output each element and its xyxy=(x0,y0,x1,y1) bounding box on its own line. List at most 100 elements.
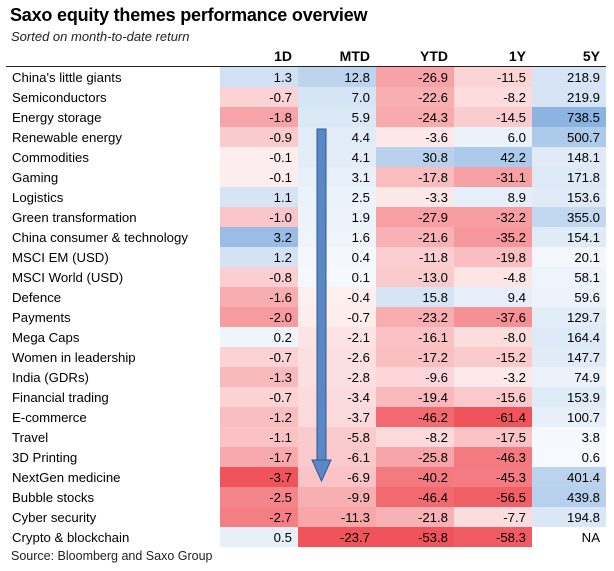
cell-mtd: -9.9 xyxy=(298,487,376,507)
theme-name: E-commerce xyxy=(6,407,220,427)
cell-5y: 100.7 xyxy=(532,407,606,427)
chart-subtitle: Sorted on month-to-date return xyxy=(11,29,190,44)
cell-1y: -11.5 xyxy=(454,66,532,87)
table-row: China's little giants 1.3 12.8 -26.9 -11.5 21… xyxy=(6,66,606,87)
cell-5y: 153.9 xyxy=(532,387,606,407)
theme-name: NextGen medicine xyxy=(6,467,220,487)
cell-1d: -2.5 xyxy=(220,487,298,507)
table-row: Energy storage -1.8 5.9 -24.3 -14.5 738.5 xyxy=(6,107,606,127)
cell-1d: -0.8 xyxy=(220,267,298,287)
cell-ytd: -46.4 xyxy=(376,487,454,507)
cell-5y: NA xyxy=(532,527,606,547)
cell-5y: 59.6 xyxy=(532,287,606,307)
cell-ytd: -17.8 xyxy=(376,167,454,187)
cell-1d: -0.7 xyxy=(220,87,298,107)
cell-ytd: -40.2 xyxy=(376,467,454,487)
cell-1y: -37.6 xyxy=(454,307,532,327)
cell-1y: -61.4 xyxy=(454,407,532,427)
cell-5y: 439.8 xyxy=(532,487,606,507)
cell-5y: 147.7 xyxy=(532,347,606,367)
table-row: Semiconductors -0.7 7.0 -22.6 -8.2 219.9 xyxy=(6,87,606,107)
theme-name: Cyber security xyxy=(6,507,220,527)
cell-1d: -0.7 xyxy=(220,387,298,407)
header-5y: 5Y xyxy=(532,46,606,67)
cell-5y: 738.5 xyxy=(532,107,606,127)
cell-ytd: -22.6 xyxy=(376,87,454,107)
header-mtd: MTD xyxy=(298,46,376,67)
header-1d: 1D xyxy=(220,46,298,67)
cell-5y: 58.1 xyxy=(532,267,606,287)
cell-1d: -2.0 xyxy=(220,307,298,327)
table-row: Women in leadership -0.7 -2.6 -17.2 -15.2 147… xyxy=(6,347,606,367)
performance-table: 1D MTD YTD 1Y 5Y China's little giants 1.… xyxy=(6,46,606,547)
cell-ytd: 30.8 xyxy=(376,147,454,167)
cell-1y: -45.3 xyxy=(454,467,532,487)
cell-ytd: -8.2 xyxy=(376,427,454,447)
cell-1y: -46.3 xyxy=(454,447,532,467)
cell-mtd: -11.3 xyxy=(298,507,376,527)
cell-1d: -1.1 xyxy=(220,427,298,447)
theme-name: India (GDRs) xyxy=(6,367,220,387)
cell-ytd: -26.9 xyxy=(376,66,454,87)
theme-name: Semiconductors xyxy=(6,87,220,107)
cell-ytd: -16.1 xyxy=(376,327,454,347)
cell-5y: 3.8 xyxy=(532,427,606,447)
cell-1d: -1.7 xyxy=(220,447,298,467)
cell-ytd: -21.6 xyxy=(376,227,454,247)
cell-1d: 3.2 xyxy=(220,227,298,247)
cell-1y: 9.4 xyxy=(454,287,532,307)
header-ytd: YTD xyxy=(376,46,454,67)
cell-5y: 154.1 xyxy=(532,227,606,247)
cell-ytd: -27.9 xyxy=(376,207,454,227)
cell-1y: -32.2 xyxy=(454,207,532,227)
cell-ytd: -24.3 xyxy=(376,107,454,127)
cell-1y: -17.5 xyxy=(454,427,532,447)
theme-name: MSCI World (USD) xyxy=(6,267,220,287)
table-row: Financial trading -0.7 -3.4 -19.4 -15.6 153.9 xyxy=(6,387,606,407)
cell-1y: -4.8 xyxy=(454,267,532,287)
cell-5y: 74.9 xyxy=(532,367,606,387)
cell-ytd: -23.2 xyxy=(376,307,454,327)
cell-5y: 401.4 xyxy=(532,467,606,487)
theme-name: Financial trading xyxy=(6,387,220,407)
cell-mtd: 7.0 xyxy=(298,87,376,107)
cell-ytd: -11.8 xyxy=(376,247,454,267)
table-row: Bubble stocks -2.5 -9.9 -46.4 -56.5 439.8 xyxy=(6,487,606,507)
cell-1d: -1.3 xyxy=(220,367,298,387)
cell-1d: 1.3 xyxy=(220,66,298,87)
table-row: Green transformation -1.0 1.9 -27.9 -32.2 355… xyxy=(6,207,606,227)
cell-1y: -56.5 xyxy=(454,487,532,507)
cell-1d: -0.1 xyxy=(220,167,298,187)
cell-ytd: -46.2 xyxy=(376,407,454,427)
table-row: India (GDRs) -1.3 -2.8 -9.6 -3.2 74.9 xyxy=(6,367,606,387)
cell-ytd: -25.8 xyxy=(376,447,454,467)
header-theme xyxy=(6,46,220,67)
cell-ytd: -3.3 xyxy=(376,187,454,207)
cell-1y: -7.7 xyxy=(454,507,532,527)
cell-1y: -3.2 xyxy=(454,367,532,387)
cell-5y: 171.8 xyxy=(532,167,606,187)
cell-1y: -35.2 xyxy=(454,227,532,247)
theme-name: 3D Printing xyxy=(6,447,220,467)
table-row: China consumer & technology 3.2 1.6 -21.6 -3… xyxy=(6,227,606,247)
cell-ytd: -21.8 xyxy=(376,507,454,527)
cell-ytd: -3.6 xyxy=(376,127,454,147)
table-row: Crypto & blockchain 0.5 -23.7 -53.8 -58.3 NA xyxy=(6,527,606,547)
theme-name: Green transformation xyxy=(6,207,220,227)
cell-1d: 0.2 xyxy=(220,327,298,347)
cell-1y: -14.5 xyxy=(454,107,532,127)
cell-1y: -15.6 xyxy=(454,387,532,407)
theme-name: Mega Caps xyxy=(6,327,220,347)
cell-ytd: -17.2 xyxy=(376,347,454,367)
cell-5y: 500.7 xyxy=(532,127,606,147)
cell-ytd: -19.4 xyxy=(376,387,454,407)
theme-name: Payments xyxy=(6,307,220,327)
cell-1y: 42.2 xyxy=(454,147,532,167)
table-body: China's little giants 1.3 12.8 -26.9 -11.5 21… xyxy=(6,66,606,547)
cell-1d: -1.6 xyxy=(220,287,298,307)
cell-1y: -8.2 xyxy=(454,87,532,107)
cell-1d: 1.1 xyxy=(220,187,298,207)
cell-1d: -1.2 xyxy=(220,407,298,427)
cell-1d: -1.8 xyxy=(220,107,298,127)
cell-ytd: -53.8 xyxy=(376,527,454,547)
